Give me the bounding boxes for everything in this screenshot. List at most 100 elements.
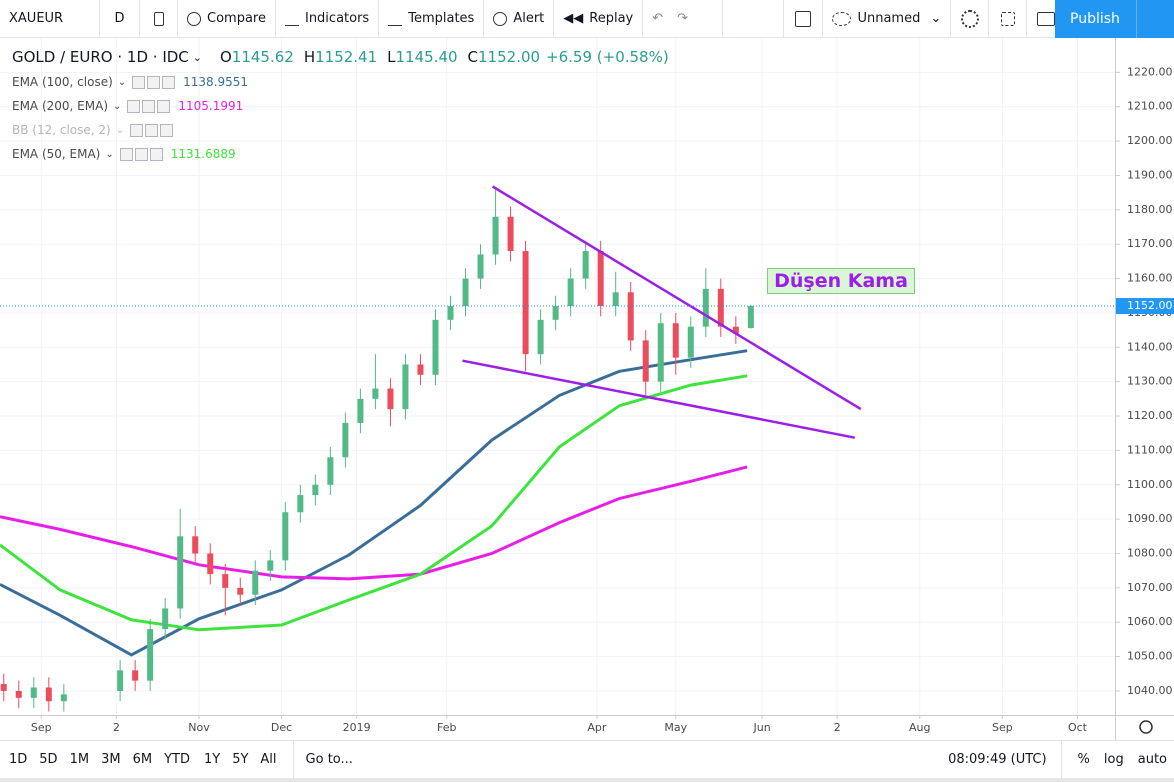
- icon: [1036, 11, 1055, 26]
- indicator-button[interactable]: [127, 99, 141, 113]
- publish-label: Publish: [1070, 11, 1120, 27]
- expand-button[interactable]: [989, 0, 1028, 38]
- indicator-button[interactable]: [160, 123, 174, 137]
- indicator-row: EMA (200, EMA) ⌄ 1105.1991: [12, 94, 669, 118]
- interval-label: D: [114, 11, 125, 26]
- auto-toggle[interactable]: auto: [1131, 752, 1174, 767]
- indicator-button[interactable]: [132, 75, 146, 89]
- interval[interactable]: D: [100, 0, 140, 38]
- indicators-button[interactable]: Indicators: [276, 0, 380, 38]
- caret[interactable]: ⌄: [117, 76, 127, 88]
- indicator-name: BB (12, close, 2): [12, 123, 111, 137]
- ohlc-value: 1152.41: [315, 48, 378, 66]
- symbol: XAUEUR: [9, 11, 64, 26]
- candle-body: [492, 216, 499, 255]
- candle-body: [282, 512, 289, 561]
- candle-body: [372, 388, 379, 399]
- percent-toggle[interactable]: %: [1062, 752, 1097, 767]
- settings-button[interactable]: [951, 0, 990, 38]
- y-tick-label: 1070.00: [1127, 581, 1173, 594]
- indicator-button[interactable]: [142, 99, 156, 113]
- series-title: GOLD / EURO · 1D · IDC: [12, 48, 189, 66]
- range-button[interactable]: 5Y: [232, 752, 249, 767]
- range-buttons: 1D 5D 1M 3M 6M YTD 1Y 5Y All: [0, 740, 294, 779]
- clock: 08:09:49 (UTC): [948, 740, 1062, 779]
- x-tick-label: 2: [113, 721, 120, 734]
- replay-button[interactable]: ◀◀ Replay: [554, 0, 644, 38]
- candle-body: [222, 574, 229, 588]
- candle-body: [627, 292, 634, 341]
- range-button[interactable]: 1D: [9, 752, 28, 767]
- templates-button[interactable]: Templates: [379, 0, 485, 38]
- plot: [0, 185, 862, 712]
- publish-dropdown[interactable]: [1136, 0, 1174, 38]
- x-tick-label: Sep: [31, 721, 52, 734]
- x-tick-label: Feb: [437, 721, 456, 734]
- range-button[interactable]: All: [260, 752, 277, 767]
- annotation-text: Düşen Kama: [774, 270, 908, 292]
- candle-body: [552, 306, 559, 320]
- caret[interactable]: ⌄: [115, 124, 125, 136]
- candle-body: [237, 587, 244, 595]
- fullscreen-toggle[interactable]: [783, 0, 824, 38]
- price-label-bg: [1116, 298, 1174, 315]
- icon: [388, 12, 403, 26]
- chart-style[interactable]: [140, 0, 178, 38]
- range-button[interactable]: YTD: [164, 752, 190, 767]
- candle-body: [642, 340, 649, 382]
- indicator-button[interactable]: [119, 147, 133, 161]
- indicator-button[interactable]: [157, 99, 171, 113]
- symbol-search[interactable]: XAUEUR: [0, 0, 100, 38]
- range-button[interactable]: 5D: [39, 752, 58, 767]
- candle-body: [192, 536, 199, 554]
- compare-button[interactable]: Compare: [178, 0, 276, 38]
- indicator-value: 1138.9551: [183, 75, 249, 89]
- candle-body: [252, 570, 259, 595]
- indicator-button[interactable]: [130, 123, 144, 137]
- caret[interactable]: ⌄: [113, 100, 122, 112]
- indicator-button[interactable]: [162, 75, 176, 89]
- ohlc-value: 1145.40: [395, 48, 458, 66]
- indicator-button[interactable]: [149, 147, 163, 161]
- range-button[interactable]: 6M: [132, 752, 153, 767]
- layout-label: Unnamed: [857, 11, 921, 26]
- icon: [187, 11, 201, 26]
- footer-strip: [0, 778, 1174, 782]
- alert-button[interactable]: Alert: [484, 0, 555, 38]
- indicator-button[interactable]: [147, 75, 161, 89]
- candle-body: [432, 319, 439, 375]
- candle-body: [312, 484, 319, 496]
- goto-button[interactable]: Go to...: [294, 752, 353, 767]
- x-tick-label: 2: [834, 721, 841, 734]
- range-button[interactable]: 1Y: [203, 752, 221, 767]
- annotation-box[interactable]: Düşen Kama: [767, 268, 915, 294]
- indicator-value: 1105.1991: [178, 99, 244, 113]
- candle-body: [132, 670, 139, 681]
- undo-redo[interactable]: ↶↷: [643, 0, 724, 38]
- axis-settings[interactable]: [1139, 720, 1153, 734]
- layout-menu[interactable]: Unnamed ⌄: [823, 0, 952, 38]
- y-tick-label: 1210.00: [1127, 100, 1173, 113]
- ohlc-key: C: [467, 48, 479, 66]
- ohlc-value: 1145.62: [231, 48, 294, 66]
- candle-body: [537, 319, 544, 355]
- indicator-line: [0, 349, 748, 657]
- publish-button[interactable]: Publish: [1055, 0, 1174, 38]
- log-toggle[interactable]: log: [1097, 752, 1131, 767]
- range-button[interactable]: 1M: [69, 752, 90, 767]
- caret[interactable]: ⌄: [105, 148, 114, 160]
- indicator-name: EMA (50, EMA): [12, 147, 101, 161]
- caret[interactable]: ⌄: [192, 50, 202, 64]
- percent-label: %: [1077, 752, 1090, 767]
- indicator-button[interactable]: [134, 147, 148, 161]
- trend-line: [491, 185, 862, 411]
- indicator-button[interactable]: [145, 123, 159, 137]
- y-tick-label: 1140.00: [1127, 340, 1173, 353]
- y-tick-label: 1050.00: [1127, 650, 1173, 663]
- icon: [832, 11, 852, 26]
- ohlc-value: 1152.00: [478, 48, 541, 66]
- candle-body: [717, 288, 724, 327]
- range-button[interactable]: 3M: [101, 752, 121, 767]
- goto-label: Go to...: [305, 752, 353, 767]
